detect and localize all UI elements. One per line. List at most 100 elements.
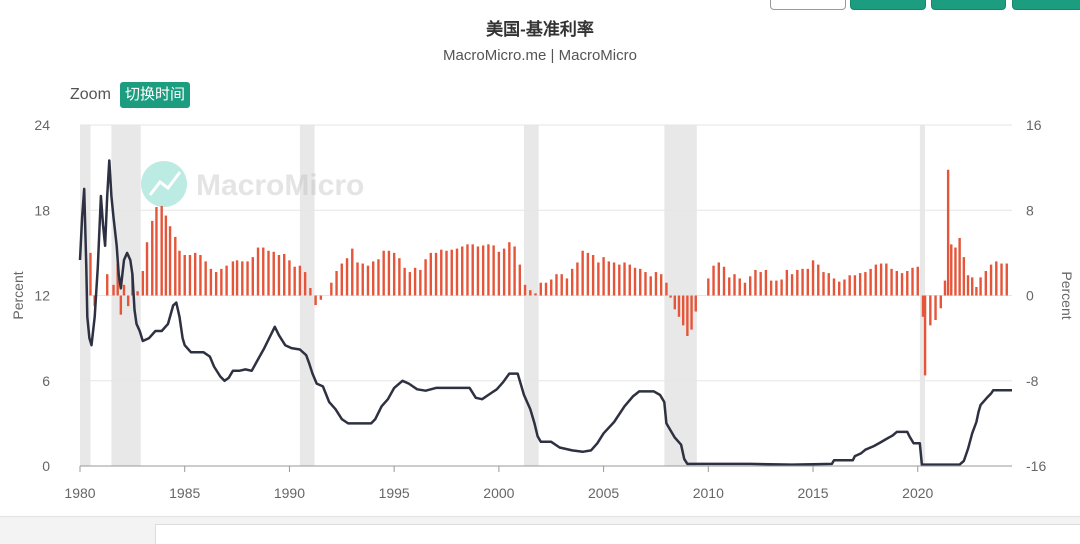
- bar: [178, 250, 181, 296]
- bar: [89, 252, 92, 296]
- bar: [272, 251, 275, 296]
- bar: [356, 262, 359, 296]
- bar: [827, 273, 830, 296]
- bar: [801, 268, 804, 296]
- bar: [806, 268, 809, 296]
- bar: [811, 260, 815, 296]
- bar: [979, 277, 982, 296]
- bar: [607, 261, 611, 296]
- bar: [943, 280, 947, 296]
- x-tick-label: 1990: [274, 485, 305, 501]
- bar: [895, 270, 899, 296]
- bar: [665, 282, 668, 296]
- bar: [848, 275, 851, 296]
- bar: [869, 268, 872, 296]
- bar: [309, 288, 312, 296]
- bar: [145, 242, 149, 296]
- bar: [591, 255, 595, 296]
- y-right-tick-label: -8: [1026, 373, 1039, 389]
- bar: [256, 247, 260, 296]
- bar: [262, 247, 265, 296]
- toolbar-button-2[interactable]: [850, 0, 926, 10]
- toolbar-button-1[interactable]: [770, 0, 846, 10]
- bar: [962, 257, 966, 296]
- bar: [214, 272, 218, 296]
- bar: [534, 293, 537, 296]
- zoom-label: Zoom: [70, 86, 111, 103]
- bar: [403, 267, 406, 296]
- bar: [119, 295, 123, 315]
- bar: [597, 262, 600, 296]
- chart-svg: MacroMicro 0 6 12 18 24 -16 -8 0 8 16 1980 1985 1990…: [10, 117, 1075, 501]
- y-left-tick-label: 12: [34, 288, 50, 304]
- bar: [921, 295, 925, 317]
- bar: [513, 246, 516, 296]
- watermark-logo-icon: [141, 161, 187, 207]
- bar: [633, 267, 637, 296]
- bar: [690, 295, 693, 330]
- bar: [649, 276, 652, 296]
- x-tick-label: 1985: [169, 485, 200, 501]
- bar: [934, 295, 937, 321]
- bar: [764, 269, 768, 296]
- bar: [570, 268, 574, 296]
- bar: [288, 260, 291, 296]
- rate-line: [78, 159, 1012, 466]
- bar: [544, 282, 548, 296]
- bar: [529, 290, 532, 296]
- bar: [971, 277, 974, 296]
- bar: [843, 279, 846, 296]
- bar: [497, 251, 501, 296]
- toolbar-button-4[interactable]: [1012, 0, 1080, 10]
- bar: [366, 265, 370, 296]
- bar: [429, 252, 433, 296]
- bar: [267, 250, 270, 296]
- bar: [164, 215, 168, 296]
- bar: [707, 278, 710, 296]
- bar: [984, 270, 988, 296]
- bar: [738, 278, 741, 296]
- bar: [743, 282, 747, 296]
- bar: [864, 272, 867, 296]
- y-left-axis-label: Percent: [10, 271, 26, 319]
- bottom-panel: [155, 524, 1080, 544]
- bar: [669, 295, 672, 298]
- bar: [116, 263, 119, 296]
- toolbar-button-3[interactable]: [931, 0, 1006, 10]
- bar: [550, 279, 553, 296]
- bar: [939, 295, 942, 309]
- bar: [618, 264, 621, 296]
- bar: [775, 280, 778, 296]
- bar: [413, 267, 417, 296]
- bar: [728, 277, 731, 296]
- bar: [476, 246, 480, 296]
- y-right-tick-label: 8: [1026, 202, 1034, 218]
- bar: [246, 261, 249, 296]
- bar: [906, 270, 909, 296]
- x-tick-label: 1980: [64, 485, 95, 501]
- bar: [183, 255, 186, 296]
- bar: [277, 255, 281, 296]
- bar: [686, 295, 689, 336]
- chart-title: 美国-基准利率: [486, 20, 594, 39]
- y-left-tick-label: 24: [34, 117, 50, 133]
- bar: [975, 286, 978, 296]
- y-right-axis-label: Percent: [1059, 271, 1075, 319]
- bar: [461, 246, 464, 296]
- bar: [565, 278, 569, 296]
- zoom-time-button[interactable]: 切换时间: [120, 82, 191, 108]
- bar: [319, 295, 323, 300]
- line-series: [78, 159, 1012, 466]
- bar: [330, 282, 333, 296]
- bar: [314, 295, 317, 306]
- bar: [673, 295, 677, 310]
- bar: [722, 266, 726, 296]
- watermark-text: MacroMicro: [196, 169, 364, 202]
- bar: [677, 295, 681, 317]
- bar: [858, 273, 862, 296]
- bar: [408, 272, 412, 296]
- bar: [769, 280, 773, 296]
- bar: [628, 264, 631, 296]
- bar: [539, 282, 542, 296]
- bar: [929, 295, 932, 326]
